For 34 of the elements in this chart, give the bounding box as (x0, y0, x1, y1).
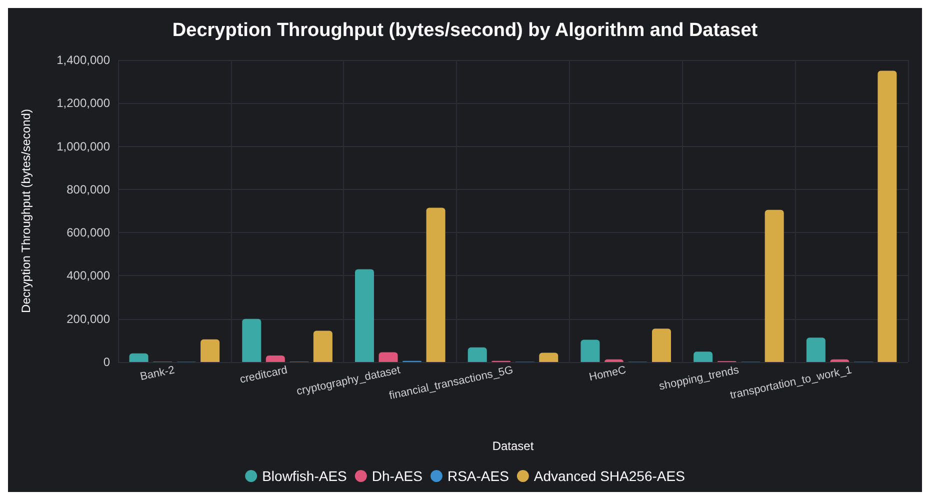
bar (313, 330, 332, 362)
x-axis-title: Dataset (492, 439, 534, 453)
bar (580, 340, 600, 362)
y-tick-label: 600,000 (66, 226, 110, 240)
y-tick-label: 1,400,000 (56, 53, 110, 67)
bar (878, 70, 897, 362)
bar (652, 328, 671, 362)
y-tick-label: 0 (103, 355, 110, 369)
y-tick-label: 200,000 (66, 312, 110, 326)
legend-label: Advanced SHA256-AES (534, 468, 685, 484)
y-tick-label: 1,000,000 (56, 139, 110, 154)
bar (806, 338, 826, 362)
bar (242, 318, 262, 362)
bar (378, 352, 398, 362)
bar (426, 208, 446, 362)
x-tick-label: HomeC (588, 364, 628, 384)
legend-label: Dh-AES (372, 468, 422, 484)
y-axis-title: Decryption Throughput (bytes/second) (19, 109, 33, 313)
bar (266, 356, 285, 362)
y-tick-label: 1,200,000 (56, 96, 110, 110)
x-tick-label: Bank-2 (139, 364, 176, 384)
bar (129, 353, 148, 362)
bar (200, 339, 220, 362)
bar (694, 352, 713, 362)
legend-label: Blowfish-AES (262, 468, 347, 484)
bar (539, 352, 558, 362)
legend-label: RSA-AES (447, 468, 509, 484)
y-tick-label: 400,000 (66, 268, 110, 283)
bar (764, 210, 784, 362)
x-tick-label: creditcard (238, 364, 289, 386)
bar (468, 347, 487, 362)
bar (355, 269, 374, 362)
y-tick-label: 800,000 (66, 182, 110, 196)
chart-title: Decryption Throughput (bytes/second) by Algorithm and Dataset (172, 20, 758, 41)
